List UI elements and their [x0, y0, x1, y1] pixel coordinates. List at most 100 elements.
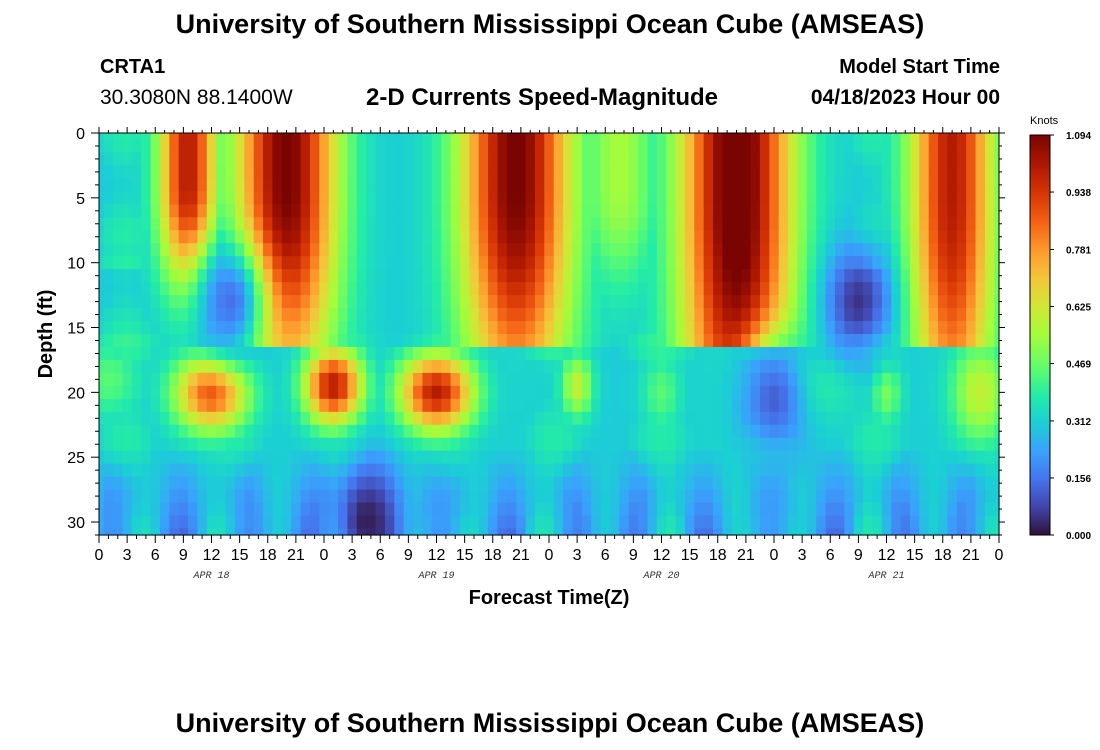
- heatmap-cell: [478, 372, 489, 387]
- heatmap-cell: [497, 424, 508, 439]
- heatmap-cell: [572, 334, 583, 348]
- heatmap-cell: [291, 139, 302, 154]
- heatmap-cell: [244, 528, 255, 536]
- heatmap-cell: [216, 398, 227, 413]
- heatmap-cell: [628, 139, 639, 154]
- heatmap-cell: [234, 346, 245, 361]
- heatmap-cell: [844, 411, 855, 426]
- heatmap-cell: [872, 133, 883, 141]
- heatmap-cell: [506, 398, 517, 413]
- heatmap-cell: [253, 139, 264, 154]
- heatmap-cell: [272, 243, 283, 257]
- heatmap-cell: [872, 256, 883, 270]
- heatmap-cell: [900, 282, 911, 296]
- heatmap-cell: [431, 139, 442, 154]
- heatmap-cell: [413, 476, 424, 491]
- heatmap-cell: [581, 398, 592, 413]
- heatmap-cell: [806, 152, 817, 167]
- heatmap-cell: [975, 359, 986, 374]
- heatmap-cell: [694, 152, 705, 167]
- heatmap-cell: [647, 372, 658, 387]
- heatmap-cell: [872, 269, 883, 283]
- heatmap-cell: [928, 230, 939, 244]
- heatmap-cell: [534, 133, 545, 141]
- heatmap-cell: [478, 321, 489, 335]
- heatmap-cell: [656, 256, 667, 270]
- heatmap-cell: [169, 282, 180, 296]
- heatmap-cell: [516, 450, 527, 465]
- heatmap-cell: [666, 334, 677, 348]
- heatmap-cell: [441, 424, 452, 439]
- heatmap-cell: [722, 282, 733, 296]
- heatmap-cell: [122, 321, 133, 335]
- heatmap-cell: [609, 295, 620, 309]
- heatmap-cell: [113, 295, 124, 309]
- heatmap-cell: [178, 502, 189, 517]
- heatmap-cell: [994, 424, 1000, 439]
- heatmap-cell: [394, 152, 405, 167]
- heatmap-cell: [516, 463, 527, 478]
- heatmap-cell: [338, 165, 349, 179]
- heatmap-cell: [919, 476, 930, 491]
- heatmap-cell: [947, 359, 958, 374]
- heatmap-cell: [206, 321, 217, 335]
- heatmap-cell: [544, 346, 555, 361]
- heatmap-cell: [188, 450, 199, 465]
- heatmap-cell: [206, 463, 217, 478]
- heatmap-cell: [319, 204, 330, 218]
- heatmap-cell: [591, 133, 602, 141]
- heatmap-cell: [188, 476, 199, 491]
- heatmap-cell: [159, 411, 170, 426]
- heatmap-cell: [844, 191, 855, 205]
- heatmap-cell: [366, 243, 377, 257]
- heatmap-cell: [506, 165, 517, 179]
- heatmap-cell: [113, 217, 124, 231]
- heatmap-cell: [338, 282, 349, 296]
- heatmap-cell: [919, 411, 930, 426]
- heatmap-cell: [488, 165, 499, 179]
- heatmap-cell: [525, 502, 536, 517]
- heatmap-cell: [291, 489, 302, 504]
- heatmap-cell: [338, 437, 349, 452]
- heatmap-cell: [141, 269, 152, 283]
- heatmap-cell: [769, 230, 780, 244]
- heatmap-cell: [797, 385, 808, 400]
- heatmap-cell: [863, 385, 874, 400]
- heatmap-cell: [947, 282, 958, 296]
- heatmap-cell: [525, 165, 536, 179]
- heatmap-cell: [647, 269, 658, 283]
- heatmap-cell: [563, 346, 574, 361]
- heatmap-cell: [99, 282, 105, 296]
- heatmap-cell: [891, 476, 902, 491]
- heatmap-cell: [263, 463, 274, 478]
- heatmap-cell: [197, 152, 208, 167]
- heatmap-cell: [384, 334, 395, 348]
- heatmap-cell: [956, 528, 967, 536]
- heatmap-cell: [113, 463, 124, 478]
- heatmap-cell: [188, 152, 199, 167]
- heatmap-cell: [797, 398, 808, 413]
- heatmap-cell: [778, 346, 789, 361]
- heatmap-cell: [197, 282, 208, 296]
- heatmap-cell: [806, 372, 817, 387]
- heatmap-cell: [150, 282, 161, 296]
- y-tick-label: 25: [67, 450, 85, 467]
- heatmap-cell: [609, 476, 620, 491]
- heatmap-cell: [891, 346, 902, 361]
- heatmap-cell: [534, 217, 545, 231]
- heatmap-cell: [469, 295, 480, 309]
- heatmap-cell: [609, 489, 620, 504]
- heatmap-cell: [99, 243, 105, 257]
- heatmap-cell: [947, 411, 958, 426]
- heatmap-cell: [994, 359, 1000, 374]
- heatmap-cell: [703, 243, 714, 257]
- heatmap-cell: [497, 204, 508, 218]
- heatmap-cell: [788, 346, 799, 361]
- heatmap-cell: [853, 269, 864, 283]
- heatmap-cell: [713, 515, 724, 530]
- heatmap-cell: [441, 308, 452, 322]
- heatmap-cell: [919, 133, 930, 141]
- heatmap-cell: [713, 230, 724, 244]
- heatmap-cell: [619, 321, 630, 335]
- heatmap-cell: [628, 372, 639, 387]
